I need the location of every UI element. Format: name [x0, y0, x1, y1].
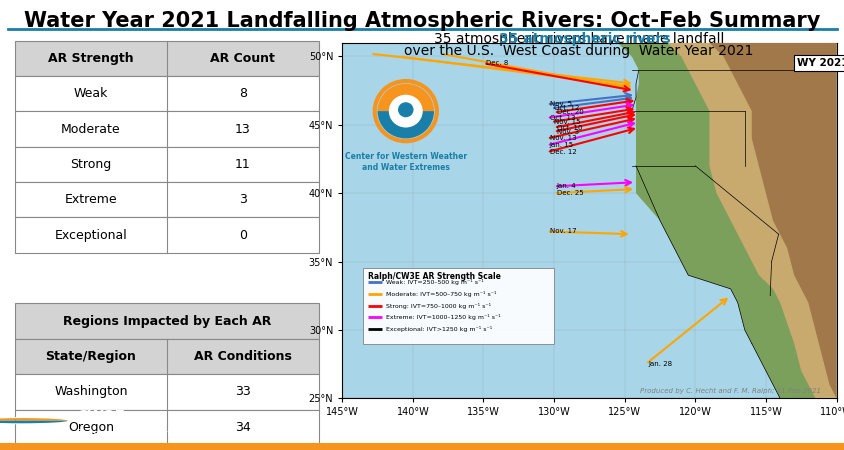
Text: Moderate: IVT=500–750 kg m⁻¹ s⁻¹: Moderate: IVT=500–750 kg m⁻¹ s⁻¹	[386, 291, 496, 297]
Text: Nov. 3: Nov. 3	[556, 129, 578, 135]
Text: State/Region: State/Region	[46, 350, 136, 363]
Bar	[0, 443, 844, 450]
Text: Moderate: Moderate	[61, 122, 121, 135]
Text: 34: 34	[235, 421, 251, 434]
Text: Nov. 5: Nov. 5	[549, 101, 571, 107]
Text: Weak: Weak	[73, 87, 108, 100]
Text: AR Count: AR Count	[210, 52, 275, 65]
Text: Strong: IVT=750–1000 kg m⁻¹ s⁻¹: Strong: IVT=750–1000 kg m⁻¹ s⁻¹	[386, 302, 490, 309]
Text: Jan. 15: Jan. 15	[549, 142, 573, 148]
Text: Oregon: Oregon	[68, 421, 114, 434]
Text: Produced by C. Hecht and F. M. Ralph; 11 Feb 2021: Produced by C. Hecht and F. M. Ralph; 11…	[640, 388, 820, 394]
Wedge shape	[377, 111, 434, 139]
Text: 35 atmospheric rivers have made landfall: 35 atmospheric rivers have made landfall	[433, 32, 723, 46]
Text: Strong: Strong	[70, 158, 111, 171]
Bar	[15, 374, 319, 410]
Text: Dec. 20: Dec. 20	[556, 109, 583, 116]
Text: Oct. 13: Oct. 13	[549, 115, 575, 121]
Bar	[15, 182, 319, 217]
Text: Jan. 4: Jan. 4	[556, 183, 576, 189]
Bar	[363, 268, 554, 343]
Text: Weak: IVT=250–500 kg m⁻¹ s⁻¹: Weak: IVT=250–500 kg m⁻¹ s⁻¹	[386, 279, 483, 285]
Text: Nov. 15: Nov. 15	[554, 119, 580, 125]
Text: over the U.S.  West Coast during  Water Year 2021: over the U.S. West Coast during Water Ye…	[403, 44, 753, 58]
Text: 0: 0	[239, 229, 246, 242]
Text: Washington: Washington	[54, 385, 127, 398]
Wedge shape	[0, 421, 68, 423]
Text: AR Strength: AR Strength	[48, 52, 133, 65]
Text: 35 atmospheric rivers: 35 atmospheric rivers	[499, 32, 670, 46]
Text: Nov. 17: Nov. 17	[549, 229, 576, 234]
Bar	[15, 303, 319, 339]
Bar	[15, 76, 319, 112]
Text: Dec. 12: Dec. 12	[549, 149, 576, 155]
Polygon shape	[617, 43, 836, 398]
Text: Dec. 8: Dec. 8	[485, 60, 508, 66]
Text: Oct. 12: Oct. 12	[554, 105, 579, 112]
Wedge shape	[377, 84, 434, 111]
Text: Center for Western Weather: Center for Western Weather	[76, 429, 183, 438]
Text: 8: 8	[239, 87, 246, 100]
Text: 13: 13	[235, 122, 251, 135]
Circle shape	[388, 94, 422, 127]
Bar	[15, 217, 319, 253]
Text: Dec. 25: Dec. 25	[556, 190, 583, 196]
Text: AR Conditions: AR Conditions	[194, 350, 291, 363]
Bar	[15, 339, 319, 374]
Text: Regions Impacted by Each AR: Regions Impacted by Each AR	[62, 315, 271, 328]
Bar	[15, 40, 319, 76]
Circle shape	[398, 102, 413, 117]
Polygon shape	[666, 43, 836, 398]
Text: Center for Western Weather
and Water Extremes: Center for Western Weather and Water Ext…	[344, 152, 466, 171]
Bar	[15, 445, 319, 450]
Text: Nov. 13: Nov. 13	[549, 135, 576, 141]
Text: 11: 11	[235, 158, 251, 171]
Bar	[15, 112, 319, 147]
Text: Exceptional: Exceptional	[54, 229, 127, 242]
Text: Exceptional: IVT>1250 kg m⁻¹ s⁻¹: Exceptional: IVT>1250 kg m⁻¹ s⁻¹	[386, 326, 492, 332]
Text: 33: 33	[235, 385, 251, 398]
Polygon shape	[709, 43, 836, 398]
Text: Extreme: IVT=1000–1250 kg m⁻¹ s⁻¹: Extreme: IVT=1000–1250 kg m⁻¹ s⁻¹	[386, 314, 500, 320]
Bar	[15, 147, 319, 182]
Text: Jan. 28: Jan. 28	[648, 361, 672, 367]
Bar	[15, 410, 319, 445]
Text: WY 2021: WY 2021	[796, 58, 844, 68]
Text: 3: 3	[239, 194, 246, 206]
Text: CW3E: CW3E	[76, 410, 125, 425]
Text: Extreme: Extreme	[64, 194, 117, 206]
Text: Water Year 2021 Landfalling Atmospheric Rivers: Oct-Feb Summary: Water Year 2021 Landfalling Atmospheric …	[24, 11, 820, 31]
Wedge shape	[0, 418, 68, 421]
Text: Ralph/CW3E AR Strength Scale: Ralph/CW3E AR Strength Scale	[367, 272, 500, 281]
Text: Oct. 10: Oct. 10	[556, 125, 582, 130]
